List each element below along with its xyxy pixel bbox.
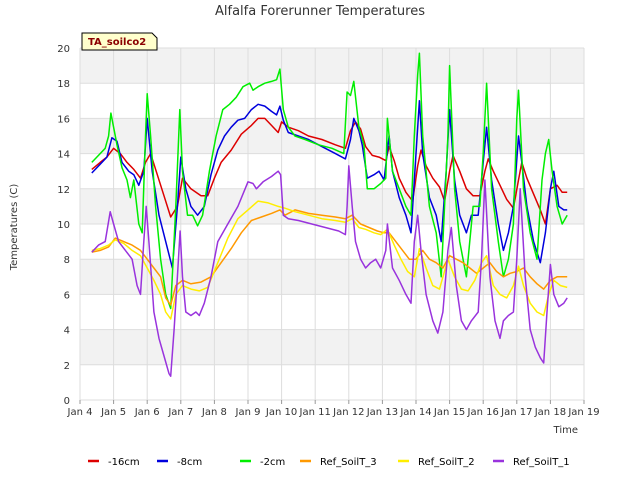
x-tick-label: Jan 5 — [100, 407, 126, 418]
y-tick-label: 12 — [57, 185, 70, 196]
plot-band — [80, 153, 584, 189]
plot-band — [80, 48, 584, 84]
x-tick-label: Jan 11 — [299, 407, 331, 418]
x-tick-label: Jan 15 — [433, 407, 465, 418]
legend-label: Ref_SoilT_1 — [513, 457, 570, 468]
legend-label: -2cm — [260, 457, 285, 468]
y-tick-label: 10 — [57, 220, 70, 231]
plot-band — [80, 329, 584, 365]
x-tick-label: Jan 17 — [500, 407, 532, 418]
legend-item: Ref_SoilT_1 — [493, 457, 570, 468]
legend-item: -16cm — [88, 457, 140, 468]
series-line-8cm — [91, 100, 568, 269]
y-tick-label: 8 — [64, 255, 70, 266]
y-tick-label: 18 — [57, 79, 70, 90]
x-tick-label: Jan 7 — [167, 407, 193, 418]
legend-label: Ref_SoilT_2 — [418, 457, 475, 468]
x-tick-label: Jan 4 — [67, 407, 93, 418]
site-badge-label: TA_soilco2 — [88, 37, 146, 48]
plot-band — [80, 364, 584, 400]
y-tick-label: 4 — [64, 326, 70, 337]
legend-label: Ref_SoilT_3 — [320, 457, 377, 468]
x-tick-label: Jan 18 — [534, 407, 566, 418]
series-line-ref-soilt-1 — [91, 165, 568, 377]
legend-label: -8cm — [177, 457, 202, 468]
y-tick-label: 0 — [64, 396, 70, 407]
legend-item: -2cm — [240, 457, 285, 468]
x-tick-label: Jan 16 — [467, 407, 499, 418]
x-tick-label: Jan 14 — [399, 407, 431, 418]
x-tick-label: Jan 9 — [235, 407, 261, 418]
legend-label: -16cm — [108, 457, 140, 468]
x-tick-label: Jan 19 — [567, 407, 599, 418]
y-tick-label: 6 — [64, 290, 70, 301]
series-line-ref-soilt-3 — [91, 209, 568, 306]
series-lines — [91, 52, 568, 377]
y-axis-label: Temperatures (C) — [9, 184, 20, 272]
legend: -16cm -8cm -2cm Ref_SoilT_3 Ref_SoilT_2 Ref_S… — [88, 457, 570, 468]
legend-item: Ref_SoilT_3 — [300, 457, 377, 468]
y-tick-label: 16 — [57, 114, 70, 125]
y-tick-label: 14 — [57, 150, 70, 161]
y-tick-label: 20 — [57, 44, 70, 55]
plot-band — [80, 294, 584, 330]
series-line-2cm — [91, 52, 568, 310]
x-tick-label: Jan 12 — [332, 407, 364, 418]
series-line-ref-soilt-2 — [91, 200, 568, 320]
grid-lines — [79, 47, 585, 401]
x-tick-label: Jan 10 — [265, 407, 297, 418]
x-axis: Jan 4 Jan 5 Jan 6 Jan 7 Jan 8 Jan 9 Jan 10 Jan … — [67, 400, 600, 418]
x-axis-label: Time — [553, 425, 578, 436]
y-axis: 0 2 4 6 8 10 12 14 16 18 20 — [57, 44, 70, 407]
plot-band — [80, 83, 584, 119]
chart-title: Alfalfa Forerunner Temperatures — [215, 4, 425, 19]
plot-band — [80, 259, 584, 295]
x-tick-label: Jan 8 — [201, 407, 227, 418]
series-line-16cm — [91, 117, 568, 225]
site-badge: TA_soilco2 — [81, 32, 158, 51]
x-tick-label: Jan 6 — [134, 407, 160, 418]
legend-item: -8cm — [157, 457, 202, 468]
y-tick-label: 2 — [64, 361, 70, 372]
x-tick-label: Jan 13 — [366, 407, 398, 418]
legend-item: Ref_SoilT_2 — [398, 457, 475, 468]
